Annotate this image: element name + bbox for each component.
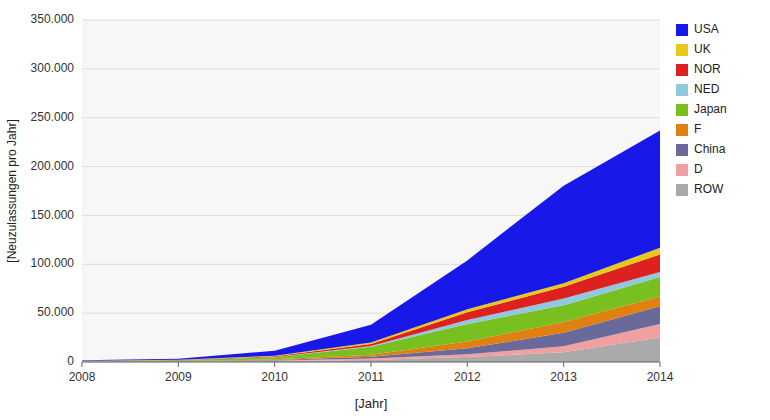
x-tick-label: 2011	[358, 370, 384, 384]
chart: 0 50.000 100.000 150.000 200.000 250.000 300.0…	[0, 0, 770, 420]
area	[82, 130, 660, 360]
grid-line	[82, 117, 660, 118]
legend-swatch	[676, 124, 688, 136]
legend-swatch	[676, 24, 688, 36]
x-tick	[660, 362, 661, 367]
legend-swatch	[676, 144, 688, 156]
y-tick-label: 0	[67, 354, 74, 368]
y-tick-label: 100.000	[31, 256, 75, 270]
x-tick-label: 2010	[261, 370, 288, 384]
y-tick-label: 50.000	[37, 305, 74, 319]
x-tick	[274, 362, 275, 367]
legend-label: ROW	[694, 182, 724, 196]
legend-swatch	[676, 64, 688, 76]
y-tick-label: 200.000	[31, 159, 75, 173]
y-tick-label: 350.000	[31, 12, 75, 26]
areas	[82, 130, 660, 362]
legend-label: Japan	[694, 102, 727, 116]
x-tick-label: 2014	[647, 370, 674, 384]
x-tick	[467, 362, 468, 367]
grid-line	[82, 166, 660, 167]
plot-area	[82, 20, 660, 362]
legend-swatch	[676, 44, 688, 56]
y-tick-label: 300.000	[31, 61, 75, 75]
legend: USA UK NOR NED Japan F China D ROW	[676, 22, 727, 196]
legend-label: NOR	[694, 62, 721, 76]
x-tick	[178, 362, 179, 367]
grid-line	[82, 20, 660, 21]
x-tick-label: 2008	[69, 370, 96, 384]
y-axis-label: [Neuzulassungen pro Jahr]	[5, 119, 19, 262]
legend-label: USA	[694, 22, 719, 36]
legend-label: NED	[694, 82, 720, 96]
legend-label: F	[694, 122, 701, 136]
y-tick-label: 250.000	[31, 110, 75, 124]
legend-swatch	[676, 184, 688, 196]
x-tick	[371, 362, 372, 367]
legend-label: D	[694, 162, 703, 176]
x-axis-label: [Jahr]	[355, 396, 388, 411]
x-tick	[82, 362, 83, 367]
legend-label: UK	[694, 42, 711, 56]
legend-swatch	[676, 164, 688, 176]
y-grid	[82, 20, 660, 362]
y-tick-label: 150.000	[31, 208, 75, 222]
x-tick-label: 2009	[165, 370, 192, 384]
x-tick	[563, 362, 564, 367]
legend-swatch	[676, 104, 688, 116]
legend-label: China	[694, 142, 726, 156]
legend-swatch	[676, 84, 688, 96]
grid-line	[82, 68, 660, 69]
x-tick-label: 2013	[550, 370, 577, 384]
x-tick-label: 2012	[454, 370, 481, 384]
